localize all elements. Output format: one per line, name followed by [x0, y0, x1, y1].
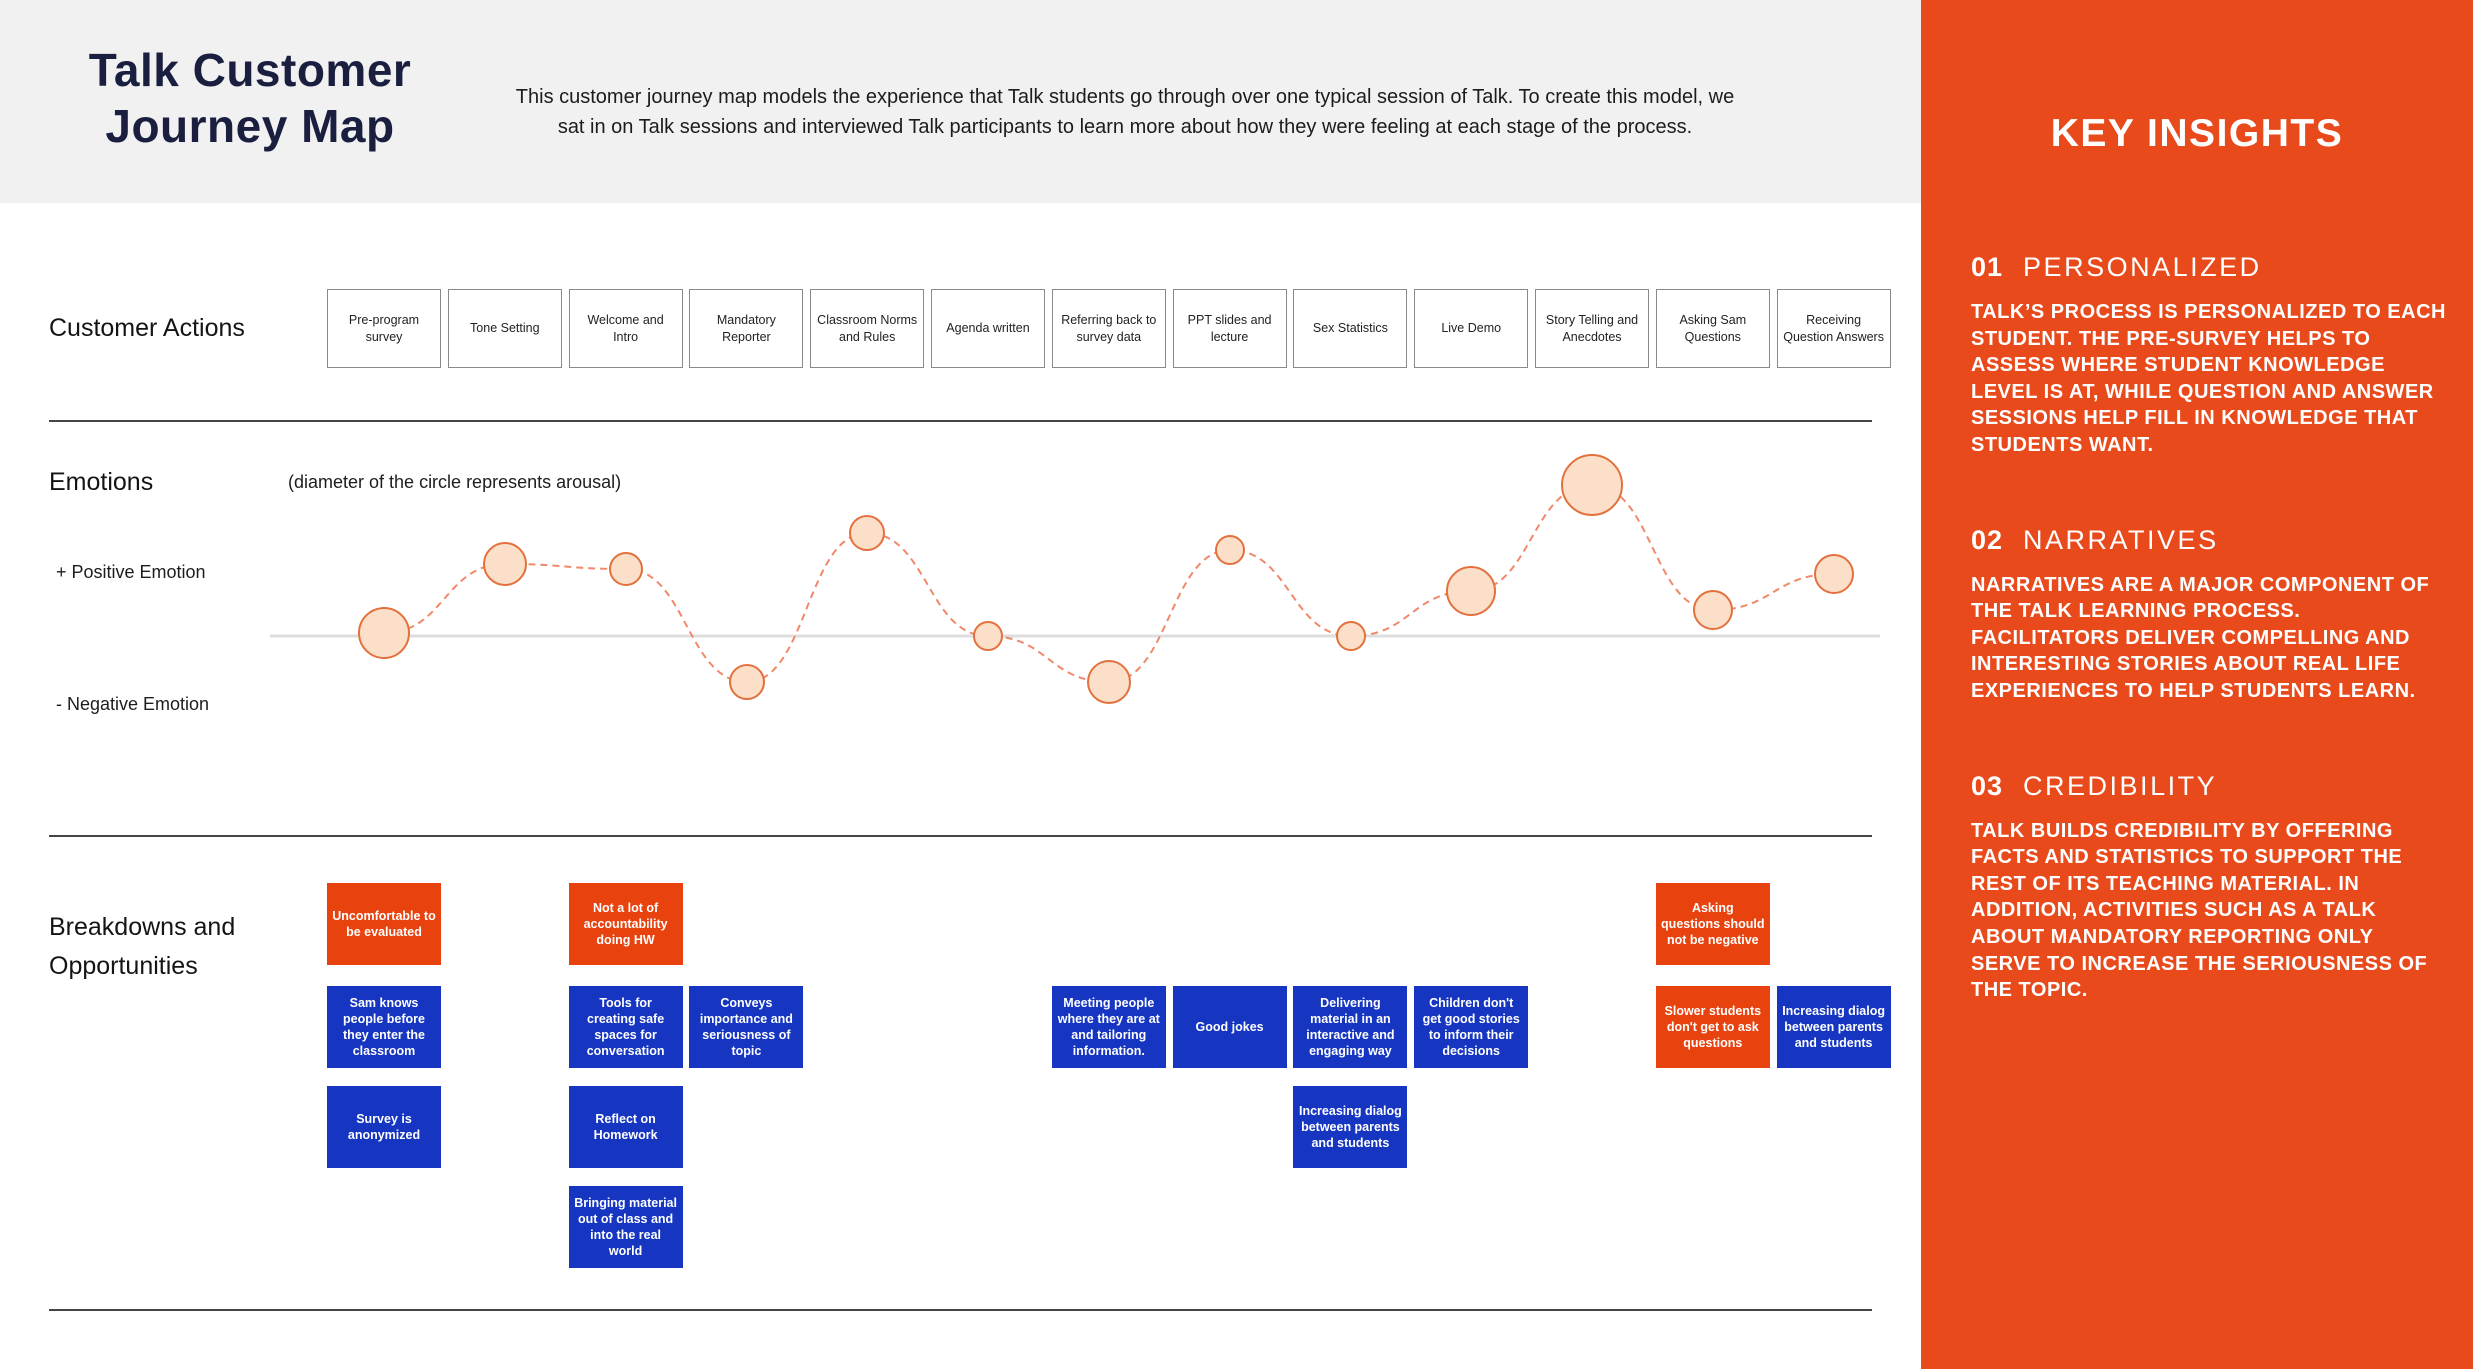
insight-heading: 01 PERSONALIZED	[1971, 252, 2449, 283]
breakdown-box: Slower students don't get to ask questio…	[1655, 986, 1770, 1068]
breakdowns-label: Breakdowns and Opportunities	[49, 913, 236, 980]
box-label: Survey is anonymized	[347, 1111, 421, 1142]
emotion-point	[1336, 621, 1366, 651]
breakdown-box: Uncomfortable to be evaluated	[327, 883, 441, 965]
emotion-point	[1446, 566, 1496, 616]
insight-heading: 03 CREDIBILITY	[1971, 771, 2449, 802]
insight-heading: 02 NARRATIVES	[1971, 525, 2449, 556]
divider-middle	[49, 835, 1872, 837]
positive-emotion-label: + Positive Emotion	[56, 562, 206, 582]
insight-narratives: 02 NARRATIVES NARRATIVES ARE A MAJOR COMPO…	[1971, 525, 2449, 705]
page-title: Talk Customer Journey Map	[88, 44, 412, 153]
insight-number: 02	[1971, 524, 2004, 555]
main-panel: Talk Customer Journey Map This customer …	[0, 0, 1921, 1311]
action-box: Story Telling and Anecdotes	[1535, 289, 1649, 368]
action-box: Tone Setting	[447, 289, 562, 368]
box-label: Bringing material out of class and into …	[574, 1195, 677, 1259]
divider-bottom	[49, 1309, 1872, 1311]
emotion-point	[358, 607, 410, 659]
box-label: Good jokes	[1195, 1019, 1264, 1034]
box-label: Conveys importance and seriousness of to…	[699, 995, 793, 1059]
insight-title: NARRATIVES	[2023, 524, 2219, 555]
opportunity-box: Survey is anonymized	[327, 1086, 441, 1168]
divider-top	[49, 420, 1872, 422]
insight-body: TALK BUILDS CREDIBILITY BY OFFERING FACT…	[1971, 819, 2428, 1002]
box-label: Increasing dialog between parents and st…	[1298, 1103, 1402, 1151]
emotion-curve	[383, 483, 1835, 684]
header-description: This customer journey map models the exp…	[515, 86, 1735, 138]
insight-number: 01	[1971, 252, 2004, 282]
box-label: Reflect on Homework	[593, 1111, 658, 1142]
insight-title: CREDIBILITY	[2023, 770, 2218, 801]
box-label: Not a lot of accountability doing HW	[583, 900, 668, 948]
insight-body: TALK’S PROCESS IS PERSONALIZED TO EACH S…	[1971, 301, 2446, 456]
action-box: Classroom Norms and Rules	[810, 289, 925, 368]
box-label: Slower students don't get to ask questio…	[1664, 1003, 1762, 1051]
opportunity-box: Increasing dialog between parents and st…	[1293, 1086, 1408, 1168]
emotion-point	[729, 664, 765, 700]
box-label: Asking questions should not be negative	[1661, 900, 1765, 948]
box-label: Delivering material in an interactive an…	[1306, 995, 1395, 1059]
opportunity-box: Sam knows people before they enter the c…	[327, 986, 441, 1068]
emotion-point	[973, 621, 1003, 651]
action-box: Mandatory Reporter	[689, 289, 804, 368]
action-box: Agenda written	[931, 289, 1045, 368]
box-label: Sam knows people before they enter the c…	[343, 995, 425, 1059]
insight-title: PERSONALIZED	[2023, 252, 2262, 282]
action-box: Asking Sam Questions	[1655, 289, 1770, 368]
negative-emotion-label: - Negative Emotion	[56, 694, 210, 714]
box-label: Uncomfortable to be evaluated	[332, 908, 436, 939]
emotions-note: (diameter of the circle represents arous…	[288, 472, 622, 492]
action-box: Live Demo	[1414, 289, 1529, 368]
emotion-curve-chart	[270, 454, 1880, 704]
action-box: Sex Statistics	[1293, 289, 1408, 368]
box-label: Increasing dialog between parents and st…	[1782, 1003, 1885, 1051]
emotion-point	[1215, 535, 1245, 565]
customer-actions-label: Customer Actions	[49, 314, 245, 342]
emotion-point	[483, 542, 527, 586]
box-label: Children don't get good stories to infor…	[1422, 995, 1520, 1059]
emotion-point	[609, 552, 643, 586]
opportunity-box: Tools for creating safe spaces for conve…	[568, 986, 683, 1068]
action-box: Pre-program survey	[327, 289, 441, 368]
insight-number: 03	[1971, 770, 2004, 801]
opportunity-box: Conveys importance and seriousness of to…	[689, 986, 804, 1068]
opportunity-box: Children don't get good stories to infor…	[1414, 986, 1529, 1068]
action-box: PPT slides and lecture	[1172, 289, 1287, 368]
box-label: Tools for creating safe spaces for conve…	[586, 995, 665, 1059]
insight-credibility: 03 CREDIBILITY TALK BUILDS CREDIBILITY BY …	[1971, 771, 2449, 1004]
header	[0, 0, 1921, 203]
action-box: Referring back to survey data	[1051, 289, 1166, 368]
key-insights-sidebar: KEY INSIGHTS 01 PERSONALIZED TALK’S PROCES…	[1921, 0, 2473, 1369]
emotion-point	[1087, 660, 1131, 704]
action-box: Receiving Question Answers	[1776, 289, 1891, 368]
insight-personalized: 01 PERSONALIZED TALK’S PROCESS IS PERSONAL…	[1971, 252, 2449, 459]
box-label: Meeting people where they are at and tai…	[1057, 995, 1160, 1059]
opportunity-box: Good jokes	[1172, 986, 1287, 1068]
emotion-point	[1693, 590, 1733, 630]
insights-list: 01 PERSONALIZED TALK’S PROCESS IS PERSONAL…	[1971, 252, 2449, 1070]
opportunity-box: Delivering material in an interactive an…	[1293, 986, 1408, 1068]
opportunity-box: Bringing material out of class and into …	[568, 1186, 683, 1268]
emotion-point	[1561, 454, 1623, 516]
action-box: Welcome and Intro	[568, 289, 683, 368]
emotions-label: Emotions	[49, 468, 154, 496]
emotion-point	[1814, 554, 1854, 594]
insight-body: NARRATIVES ARE A MAJOR COMPONENT OF THE …	[1971, 573, 2430, 702]
opportunity-box: Increasing dialog between parents and st…	[1776, 986, 1891, 1068]
emotion-point	[849, 515, 885, 551]
key-insights-title: KEY INSIGHTS	[2050, 112, 2344, 155]
opportunity-box: Meeting people where they are at and tai…	[1051, 986, 1166, 1068]
breakdown-box: Asking questions should not be negative	[1655, 883, 1770, 965]
breakdown-box: Not a lot of accountability doing HW	[568, 883, 683, 965]
opportunity-box: Reflect on Homework	[568, 1086, 683, 1168]
